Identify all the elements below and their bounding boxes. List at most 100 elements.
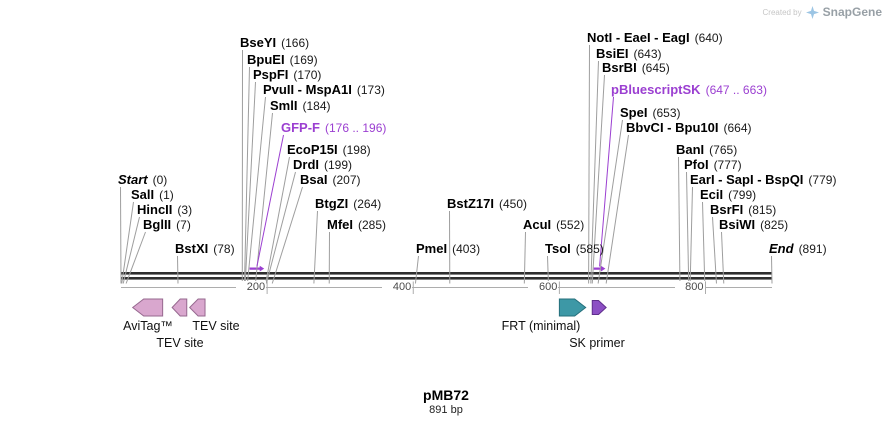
site-position: (7) [176,218,191,232]
site-position: (552) [556,218,585,232]
site-label-sali: SalI (1) [131,187,174,203]
watermark-brand: SnapGene [822,5,882,19]
site-position: (815) [748,203,777,217]
leader-line-bpuei [243,66,250,284]
leader-line-bsrfi [712,216,717,284]
site-position: (176 .. 196) [325,121,387,135]
site-name: SalI [131,187,155,202]
leader-line-tsoi [547,255,549,284]
site-position: (1) [159,188,174,202]
site-name: Start [118,172,148,187]
site-position: (0) [152,173,168,187]
site-position: (285) [358,218,387,232]
leader-line-eari-sapi-bspqi [689,186,693,284]
leader-line-sali [121,201,134,284]
site-name: PfoI [684,157,709,172]
leader-line-spei [597,119,623,284]
leader-line-bbvci-bpu10i [605,134,629,284]
leader-line-btgzi [313,210,318,284]
plasmid-length: 891 bp [429,404,463,416]
watermark-created-by: Created by [762,7,802,17]
site-name: SmlI [270,98,298,113]
site-name: GFP-F [281,120,320,135]
site-position: (777) [713,158,742,172]
site-name: AcuI [523,217,552,232]
site-name: BseYI [240,35,277,50]
sequence-bar-bottom-strand [121,277,772,280]
ruler-number-600: 600 [528,281,559,293]
site-label-bseyi: BseYI (166) [240,35,310,51]
site-label-eari-sapi-bspqi: EarI - SapI - BspQI (779) [690,173,837,188]
feature-arrow-tev-site-2 [188,298,206,317]
leader-line-bsiwi [721,231,725,284]
site-label-bsai: BsaI (207) [300,173,360,188]
site-position: (643) [633,47,662,61]
site-position: (645) [641,61,670,75]
leader-line-bani [678,156,681,284]
site-name: TsoI [545,241,571,256]
site-name: BstZ17I [447,196,494,211]
site-name: BsiEI [596,46,629,61]
site-position: (664) [723,121,752,135]
site-position: (78) [213,242,235,256]
site-name: BanI [676,142,705,157]
leader-line-smli [254,112,273,284]
leader-line-end [771,255,773,284]
site-label-gfp-f: GFP-F (176 .. 196) [281,120,387,136]
site-position: (170) [293,68,322,82]
site-position: (166) [281,36,310,50]
site-name: BpuEI [247,52,285,67]
site-position: (264) [353,197,382,211]
site-name: PmeI [416,241,448,256]
site-position: (184) [302,99,331,113]
leader-line-hincii [122,216,140,284]
site-position: (585) [575,242,604,256]
site-label-bsiei: BsiEI (643) [596,46,662,62]
site-label-bsrfi: BsrFI (815) [710,203,777,218]
site-name: MfeI [327,217,353,232]
site-name: BtgZI [315,196,349,211]
site-position: (825) [760,218,789,232]
site-name: BsrBI [602,60,637,75]
leader-line-bsiei [590,60,599,284]
site-name: EciI [700,187,724,202]
site-label-drdi: DrdI (199) [293,158,353,173]
site-position: (653) [652,106,681,120]
site-label-pbluescriptsk: pBluescriptSK (647 .. 663) [611,82,767,98]
site-name: PspFI [253,67,289,82]
feature-arrow-avitag [131,298,164,317]
ruler-number-800: 800 [674,281,705,293]
site-label-btgzi: BtgZI (264) [315,196,382,212]
site-position: (450) [498,197,527,211]
site-name: BbvCI - Bpu10I [626,120,719,135]
site-name: NotI - EaeI - EagI [587,30,690,45]
leader-line-ecop15i [265,156,290,284]
leader-line-start [120,186,122,284]
site-label-start: Start (0) [118,172,168,188]
leader-line-ecii [702,201,706,284]
site-label-bbvci-bpu10i: BbvCI - Bpu10I (664) [626,120,752,136]
site-label-bsrbi: BsrBI (645) [602,60,670,76]
site-name: HincII [137,202,173,217]
site-label-mfei: MfeI (285) [327,217,387,233]
feature-label-frt-minimal: FRT (minimal) [501,319,581,333]
site-name: pBluescriptSK [611,82,701,97]
site-name: SpeI [620,105,648,120]
site-position: (779) [808,173,837,187]
leader-line-gfp-f [256,134,284,267]
watermark: Created by SnapGene [763,5,883,19]
leader-line-pbluescriptsk [599,96,614,267]
leader-line-pfoi [686,171,690,284]
site-position: (3) [177,203,193,217]
site-label-bstxi: BstXI (78) [175,242,235,257]
ruler-number-200: 200 [236,281,267,293]
feature-label-tev-site-1: TEV site [156,336,204,350]
site-position: (640) [694,31,723,45]
site-label-bglii: BglII (7) [143,218,191,233]
site-position: (199) [324,158,353,172]
site-label-pspfi: PspFI (170) [253,67,322,83]
site-label-pfoi: PfoI (777) [684,157,742,173]
leader-line-pmei [414,255,419,284]
site-label-end: End (891) [769,242,827,257]
